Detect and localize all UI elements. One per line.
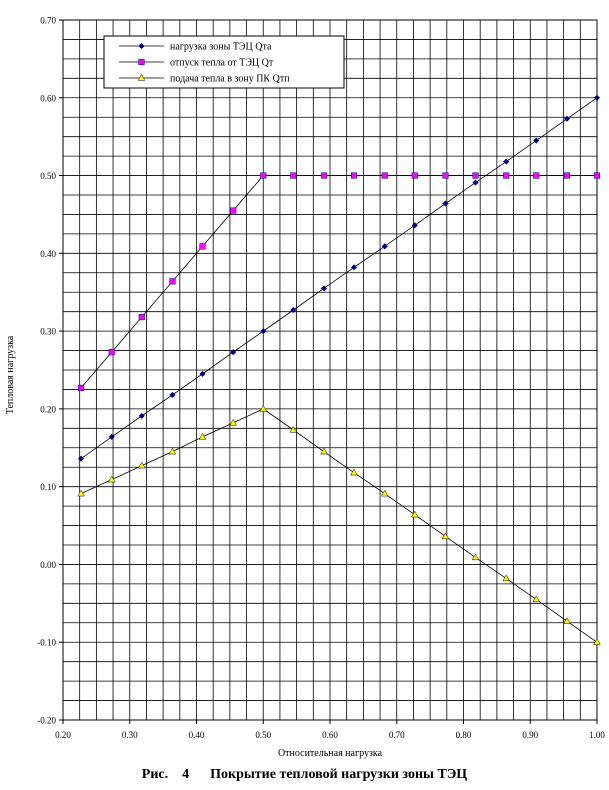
series-line [80,408,598,643]
x-tick-label: 0.80 [456,730,472,740]
series-1 [77,94,601,462]
legend-marker-series-1 [138,42,145,50]
x-tick-label: 0.50 [255,730,271,740]
data-point [471,553,480,561]
data-point [199,370,206,378]
data-point [169,278,176,285]
data-point [320,172,328,179]
data-point [441,532,450,540]
data-point [350,468,358,476]
data-point [168,447,177,455]
x-tick-label: 0.60 [322,730,338,740]
data-point [138,412,145,420]
series-3 [77,404,601,645]
data-point [77,455,85,462]
data-point [411,510,419,518]
data-point [502,574,510,582]
data-point [563,115,571,122]
legend-label-series-3: подача тепла в зону ПК Qтп [170,74,290,85]
data-point [108,475,116,483]
caption-prefix: Рис. [141,767,169,782]
y-tick-label: 0.30 [40,327,56,337]
caption-number: 4 [182,767,190,782]
data-point [442,172,449,179]
x-tick-label: 0.30 [122,730,138,740]
y-tick-label: 0.50 [40,171,56,181]
data-point [229,418,237,426]
y-tick-label: 0.20 [40,404,56,414]
y-tick-label: 0.00 [40,560,56,570]
data-point [260,327,267,335]
x-axis-label: Относительная нагрузка [278,748,383,759]
data-point [138,314,145,321]
y-axis-label: Тепловая нагрузка [5,335,16,414]
data-point [381,243,388,250]
data-point [108,349,115,356]
data-point [77,384,85,391]
caption-text: Покрытие тепловой нагрузки зоны ТЭЦ [210,767,468,782]
data-point [411,172,418,179]
data-point [259,404,267,412]
series-line [80,175,597,389]
data-point [199,243,206,250]
data-point [169,391,176,399]
y-tick-label: -0.20 [37,716,56,726]
data-point [442,200,449,207]
data-point [532,595,540,603]
data-point [593,638,601,645]
data-point [289,425,298,433]
x-tick-label: 1.00 [589,730,605,740]
data-point [350,172,358,179]
y-tick-label: 0.40 [40,249,56,259]
data-point [290,306,297,314]
data-point [381,172,388,179]
series-line [80,97,598,459]
data-point [472,179,479,186]
data-point [563,172,571,179]
data-point [563,617,571,624]
legend-marker-series-2 [138,58,145,66]
data-point [472,172,479,179]
data-point [503,172,510,179]
data-point [108,433,115,441]
data-point [533,172,540,179]
series-2 [77,172,601,391]
legend-marker-series-3 [137,73,146,81]
figure-caption: Рис. 4 Покрытие тепловой нагрузки зоны Т… [0,767,609,783]
y-tick-label: -0.10 [37,638,56,648]
data-point [381,489,389,497]
data-point [260,172,267,179]
series [77,94,601,645]
data-point [503,158,510,165]
data-point [198,432,207,440]
legend-label-series-2: отпуск тепла от ТЭЦ Qт [170,58,274,69]
data-point [230,207,237,214]
x-tick-label: 0.20 [55,730,71,740]
data-point [593,172,601,179]
y-tick-label: 0.70 [40,16,56,26]
data-point [290,172,297,179]
legend-label-series-1: нагрузка зоны ТЭЦ Qта [170,42,272,53]
data-point [320,447,328,455]
x-tick-label: 0.40 [189,730,205,740]
grid [63,20,597,720]
y-axis-ticks: 0.70 0.60 0.50 0.40 0.30 0.20 0.10 0.00 -0.10 -0.… [37,16,63,726]
data-point [77,489,85,497]
data-point [320,285,328,292]
data-point [138,461,146,469]
data-point [350,264,358,271]
x-tick-label: 0.90 [522,730,538,740]
y-tick-label: 0.10 [40,482,56,492]
data-point [230,348,237,356]
data-point [593,94,601,101]
legend: нагрузка зоны ТЭЦ Qта отпуск тепла от ТЭ… [103,35,345,89]
x-tick-label: 0.70 [389,730,405,740]
y-tick-label: 0.60 [40,93,56,103]
data-point [533,137,540,144]
x-axis-ticks: 0.20 0.30 0.40 0.50 0.60 0.70 0.80 0.90 1.00 [55,720,605,740]
data-point [411,222,418,229]
